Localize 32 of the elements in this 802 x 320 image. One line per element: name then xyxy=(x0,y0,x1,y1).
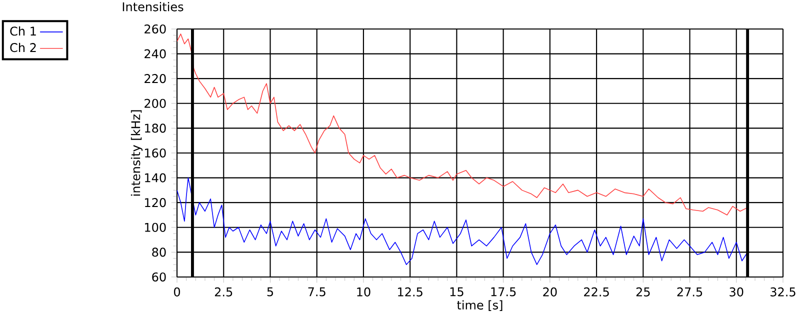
line-series xyxy=(177,177,748,265)
y-tick-label: 140 xyxy=(145,173,166,182)
y-tick-label: 60 xyxy=(152,272,166,282)
x-tick-label: 5 xyxy=(267,287,274,296)
y-axis-title: intensity [kHz] xyxy=(130,110,143,196)
y-tick-label: 160 xyxy=(145,148,166,158)
x-tick-label: 12.5 xyxy=(398,287,422,296)
x-tick-label: 20 xyxy=(543,287,557,296)
chart-title: Intensities xyxy=(122,2,184,12)
y-tick-label: 240 xyxy=(144,49,166,58)
x-tick-label: 32.5 xyxy=(770,287,796,296)
x-tick-label: 17.5 xyxy=(491,287,516,296)
x-tick-label: 15 xyxy=(450,287,464,296)
x-tick-label: 10 xyxy=(357,287,370,296)
y-tick-label: 120 xyxy=(145,198,166,208)
y-tick-label: 100 xyxy=(145,222,166,232)
x-tick-label: 0 xyxy=(174,287,180,296)
y-tick-label: 80 xyxy=(152,248,166,257)
x-tick-label: 7.5 xyxy=(308,287,326,296)
legend-label: Ch 2 xyxy=(10,42,36,52)
legend-label: Ch 1 xyxy=(10,26,36,36)
y-tick-label: 200 xyxy=(144,98,166,108)
x-tick-label: 25 xyxy=(636,287,650,296)
x-tick-label: 22.5 xyxy=(584,287,609,296)
x-tick-label: 30 xyxy=(730,287,744,296)
x-tick-label: 27.5 xyxy=(677,287,702,296)
x-tick-label: 2.5 xyxy=(214,287,232,296)
y-tick-label: 260 xyxy=(144,24,166,34)
line-series xyxy=(177,34,748,216)
y-tick-label: 180 xyxy=(145,124,166,133)
y-tick-label: 220 xyxy=(144,74,166,84)
x-axis-title: time [s] xyxy=(457,300,502,311)
